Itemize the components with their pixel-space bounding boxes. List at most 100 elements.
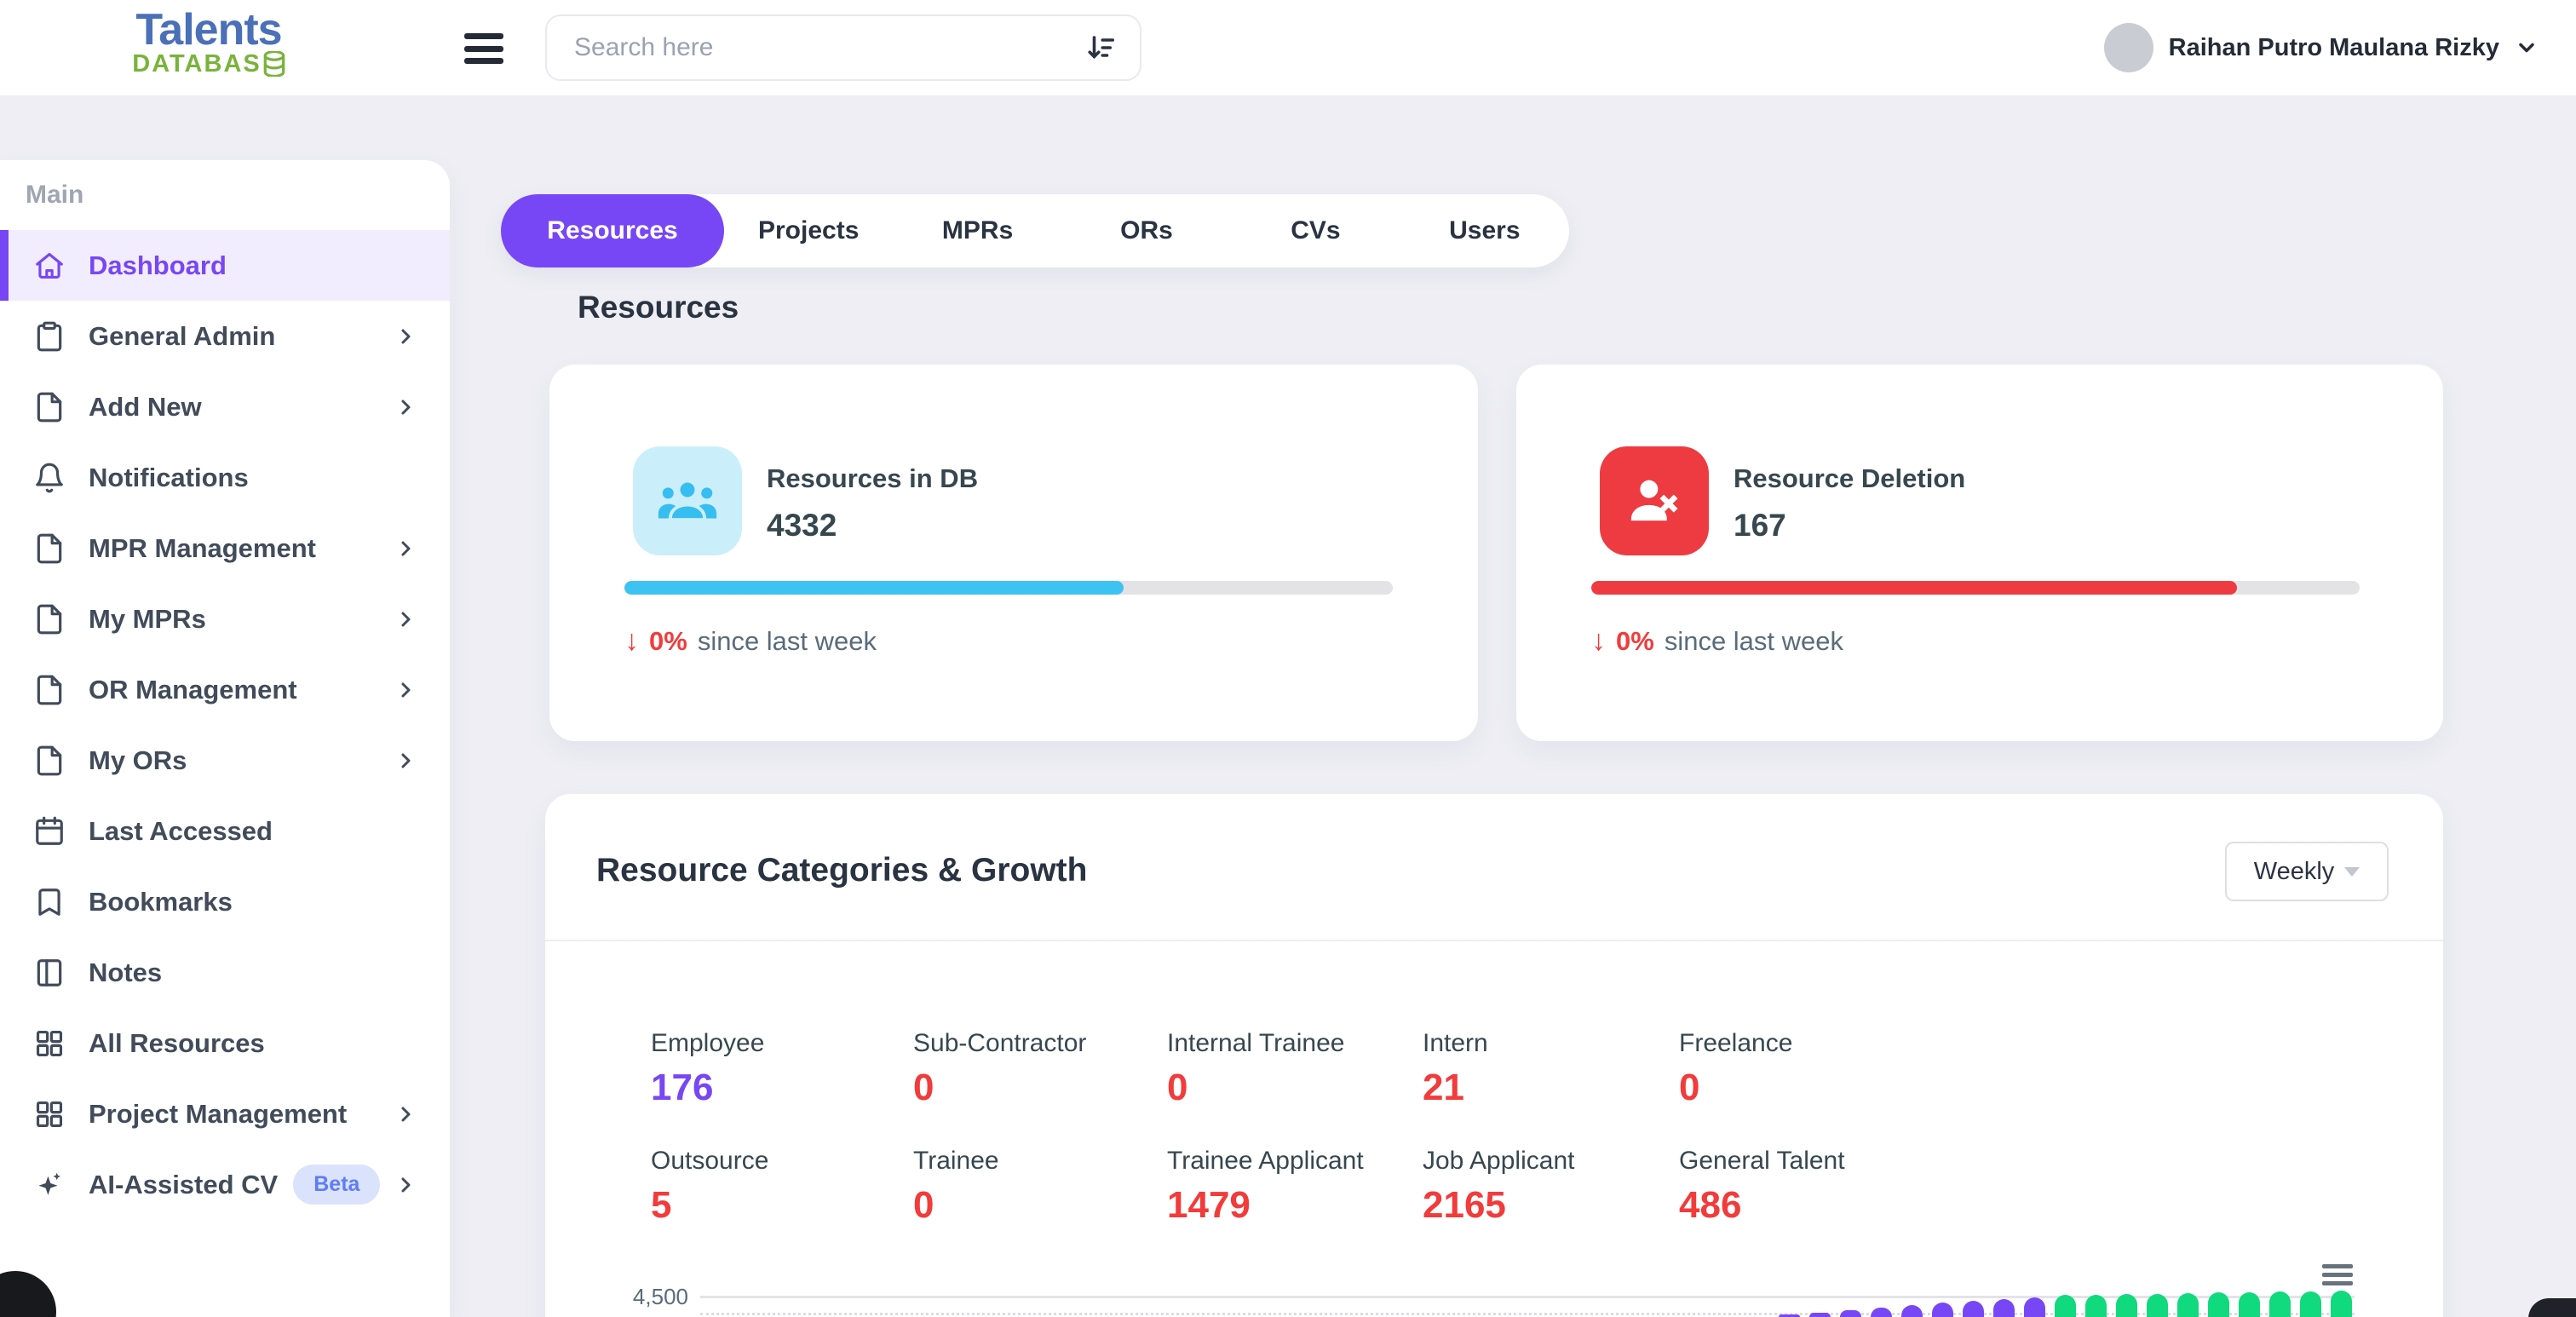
menu-toggle-icon[interactable] — [464, 33, 503, 64]
database-icon — [263, 51, 285, 78]
growth-card-title: Resource Categories & Growth — [596, 852, 1088, 889]
stat-card-texts: Resource Deletion 167 — [1734, 463, 1965, 543]
tab-users[interactable]: Users — [1449, 216, 1521, 244]
search-placeholder: Search here — [574, 33, 714, 61]
avatar[interactable] — [2103, 23, 2153, 72]
sidebar-item-notifications[interactable]: Notifications — [0, 442, 450, 513]
category-stat: Sub-Contractor 0 — [913, 1029, 1087, 1108]
sidebar-item-general-admin[interactable]: General Admin — [0, 301, 450, 371]
sidebar-item-my-ors[interactable]: My ORs — [0, 725, 450, 796]
resources-in-db-card: Resources in DB 4332 ↓ 0% since last wee… — [549, 365, 1478, 741]
chevron-right-icon — [395, 609, 416, 630]
delta-row: ↓ 0% since last week — [624, 624, 877, 658]
sidebar-section-label: Main — [26, 181, 84, 209]
resource-categories-growth-card: Resource Categories & Growth Weekly Empl… — [545, 794, 2443, 1317]
sidebar-menu: Dashboard General Admin Add New Notifica… — [0, 230, 450, 1220]
caret-down-icon — [2344, 866, 2360, 877]
clipboard-icon — [32, 319, 66, 354]
stat-card-value: 167 — [1734, 508, 1786, 543]
stat-card-title: Resources in DB — [767, 463, 979, 493]
divider — [545, 940, 2443, 941]
logo-database-text: DATABAS — [128, 50, 290, 78]
chevron-down-icon — [2515, 36, 2539, 60]
file-icon — [32, 390, 66, 424]
user-menu[interactable]: Raihan Putro Maulana Rizky — [2103, 0, 2539, 95]
top-header: Talents DATABAS Search here Raihan Putro… — [0, 0, 2576, 95]
sidebar-item-dashboard[interactable]: Dashboard — [0, 230, 450, 301]
chevron-right-icon — [395, 538, 416, 559]
category-stat: Trainee Applicant 1479 — [1167, 1147, 1364, 1226]
chevron-right-icon — [395, 326, 416, 347]
bell-icon — [32, 461, 66, 495]
logo-talents-text: Talents — [135, 5, 282, 55]
sidebar-item-all-resources[interactable]: All Resources — [0, 1008, 450, 1078]
sparkles-icon — [32, 1168, 66, 1202]
file-icon — [32, 532, 66, 566]
stat-card-value: 4332 — [767, 508, 837, 543]
sidebar-item-my-mprs[interactable]: My MPRs — [0, 584, 450, 654]
sidebar-item-bookmarks[interactable]: Bookmarks — [0, 866, 450, 937]
category-stat: General Talent 486 — [1679, 1147, 1845, 1226]
resource-deletion-card: Resource Deletion 167 ↓ 0% since last we… — [1516, 365, 2443, 741]
grid-icon — [32, 1097, 66, 1131]
stat-card-title: Resource Deletion — [1734, 463, 1966, 493]
progress-fill — [624, 581, 1124, 595]
category-stat: Trainee 0 — [913, 1147, 999, 1226]
notebook-icon — [32, 956, 66, 990]
tab-resources[interactable]: Resources — [501, 194, 724, 267]
category-stats-grid: Employee 176 Sub-Contractor 0 Internal T… — [651, 1029, 1952, 1227]
floating-corner-button-right[interactable] — [2528, 1298, 2576, 1317]
stat-card-texts: Resources in DB 4332 — [767, 463, 978, 543]
sidebar-item-add-new[interactable]: Add New — [0, 371, 450, 442]
beta-badge: Beta — [293, 1165, 381, 1205]
bookmark-icon — [32, 885, 66, 919]
page-title: Resources — [578, 290, 739, 325]
delta-percent: 0% — [649, 625, 687, 656]
chart-dashed-gridline — [700, 1313, 2355, 1315]
category-stat: Intern 21 — [1423, 1029, 1488, 1108]
sidebar-item-notes[interactable]: Notes — [0, 937, 450, 1008]
period-select-value: Weekly — [2253, 857, 2335, 885]
category-stat: Employee 176 — [651, 1029, 765, 1108]
sidebar-item-last-accessed[interactable]: Last Accessed — [0, 796, 450, 866]
sidebar-item-or-management[interactable]: OR Management — [0, 654, 450, 725]
sidebar: Main Dashboard General Admin Add New Not… — [0, 160, 450, 1317]
progress-bar — [1591, 581, 2360, 595]
sort-icon[interactable] — [1085, 32, 1116, 63]
delta-caption: since last week — [697, 625, 877, 656]
chart-menu-icon[interactable] — [2322, 1264, 2353, 1285]
person-remove-icon — [1600, 446, 1709, 555]
chevron-right-icon — [395, 1175, 416, 1195]
file-icon — [32, 602, 66, 636]
chart-y-axis-tick: 4,500 — [632, 1284, 688, 1309]
category-stat: Internal Trainee 0 — [1167, 1029, 1345, 1108]
category-stat: Outsource 5 — [651, 1147, 769, 1226]
grid-icon — [32, 1027, 66, 1061]
people-group-icon — [633, 446, 742, 555]
sidebar-item-project-management[interactable]: Project Management — [0, 1078, 450, 1149]
chart-gridline — [700, 1296, 2355, 1298]
sidebar-item-ai-assisted-cv[interactable]: AI-Assisted CV Beta — [0, 1149, 450, 1220]
chevron-right-icon — [395, 397, 416, 417]
arrow-down-icon: ↓ — [624, 624, 639, 657]
progress-fill — [1591, 581, 2237, 595]
chevron-right-icon — [395, 1104, 416, 1124]
calendar-icon — [32, 814, 66, 848]
delta-caption: since last week — [1664, 625, 1844, 656]
tab-mprs[interactable]: MPRs — [941, 216, 1014, 244]
period-select[interactable]: Weekly — [2225, 842, 2389, 901]
chevron-right-icon — [395, 680, 416, 700]
content-tabs: Resources Projects MPRs ORs CVs Users — [501, 194, 1569, 267]
tab-cvs[interactable]: CVs — [1291, 216, 1341, 244]
category-stat: Job Applicant 2165 — [1423, 1147, 1575, 1226]
category-stat: Freelance 0 — [1679, 1029, 1793, 1108]
progress-bar — [624, 581, 1393, 595]
app-logo: Talents DATABAS — [128, 7, 290, 78]
chevron-right-icon — [395, 751, 416, 771]
sidebar-item-mpr-management[interactable]: MPR Management — [0, 513, 450, 584]
search-input[interactable]: Search here — [545, 14, 1141, 81]
file-icon — [32, 744, 66, 778]
tab-projects[interactable]: Projects — [758, 216, 860, 244]
file-icon — [32, 673, 66, 707]
tab-ors[interactable]: ORs — [1120, 216, 1173, 244]
